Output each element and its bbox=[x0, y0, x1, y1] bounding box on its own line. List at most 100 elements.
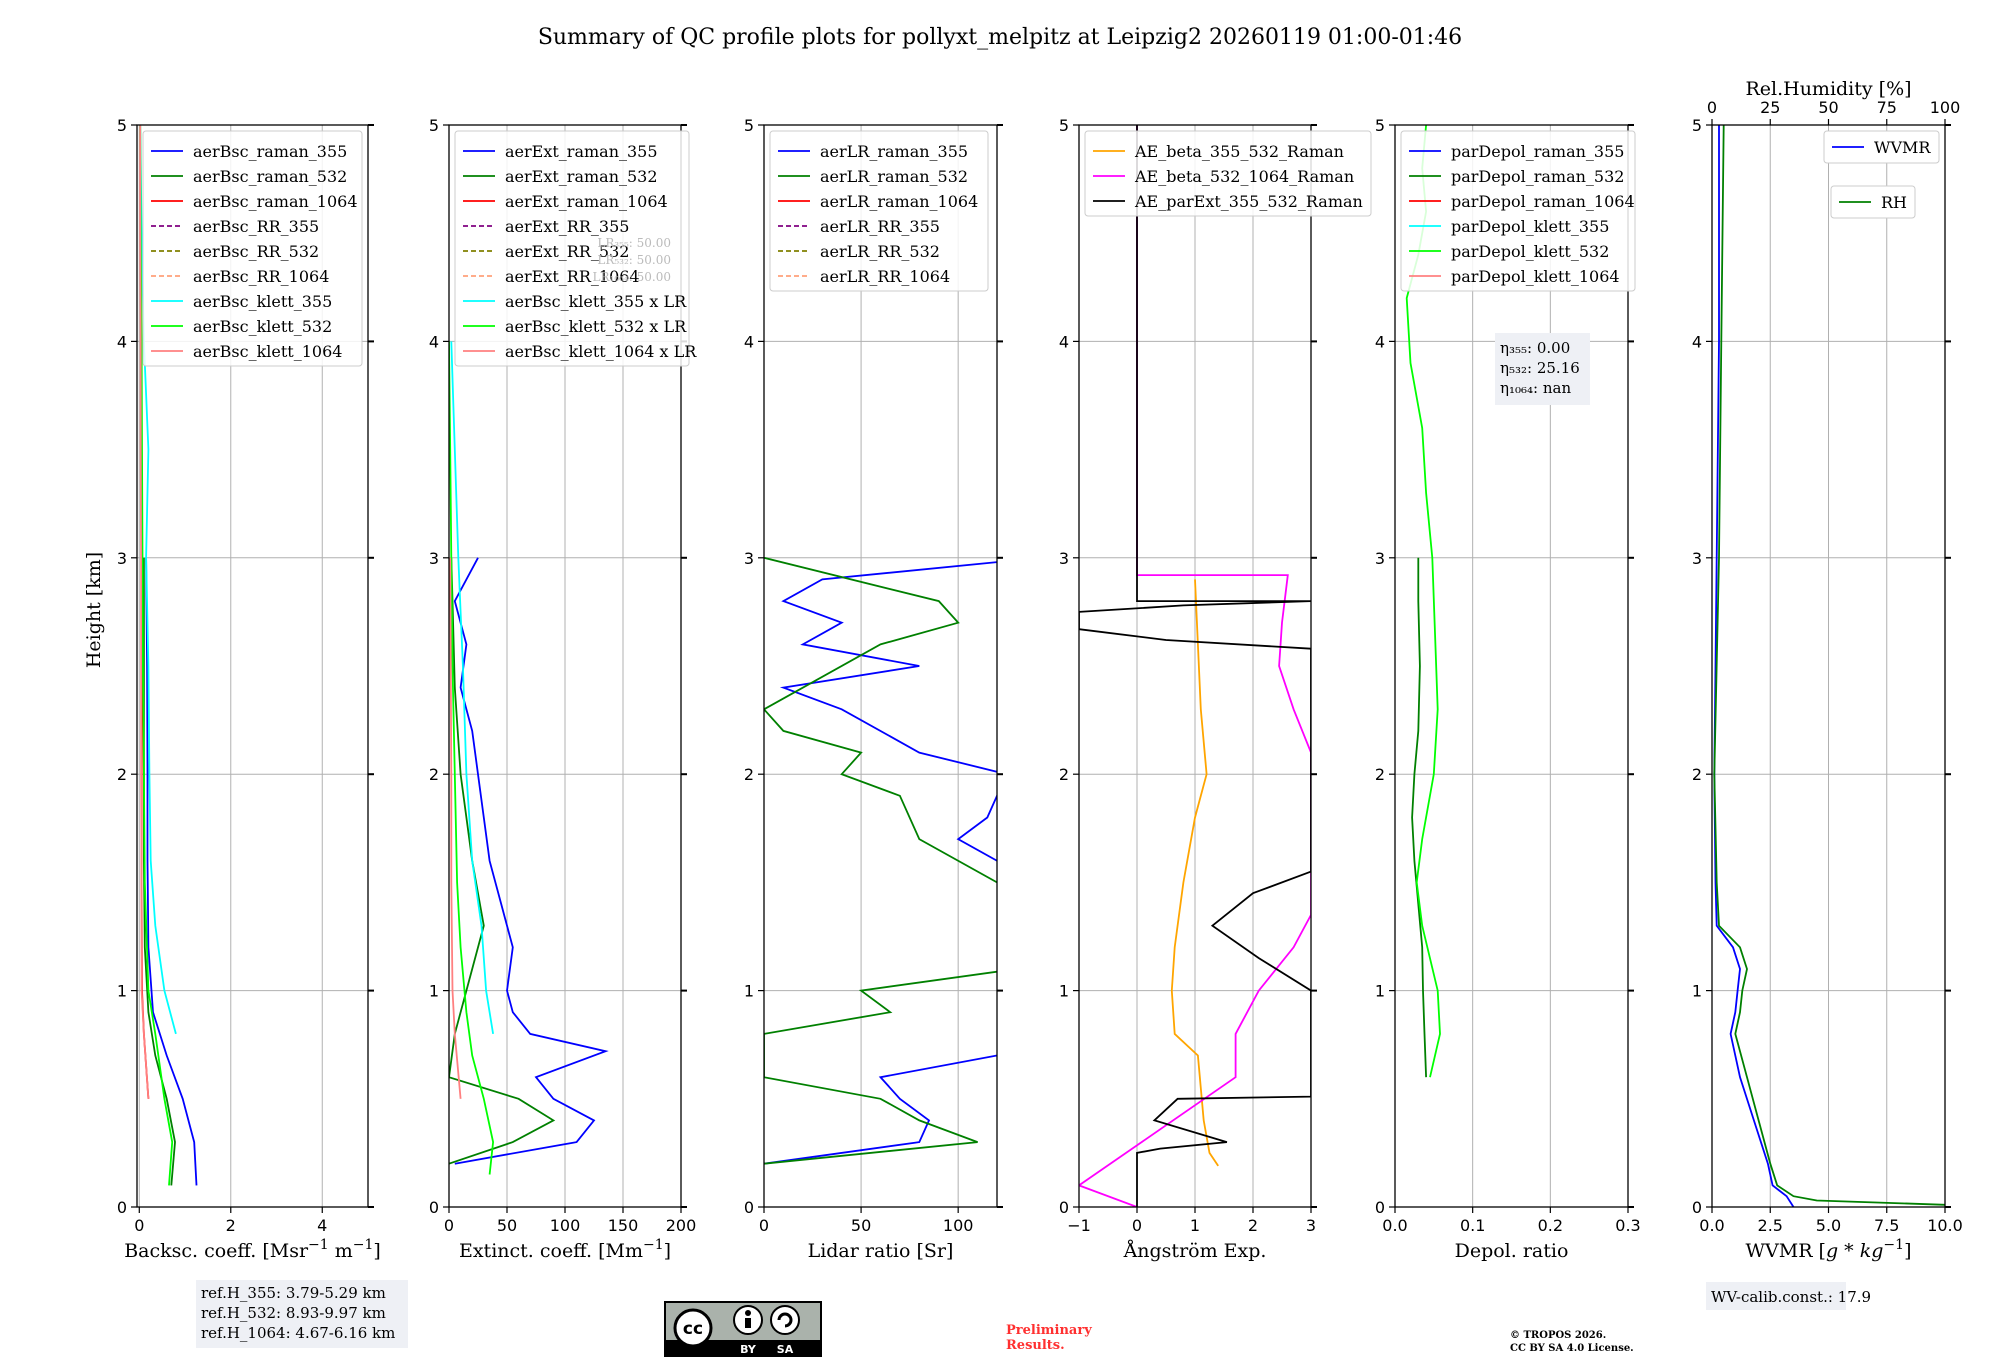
legend-label: aerExt_raman_532 bbox=[505, 167, 658, 186]
eta-box-bg bbox=[1495, 333, 1590, 405]
legend-label: aerExt_raman_1064 bbox=[505, 192, 668, 211]
legend-label: aerLR_raman_1064 bbox=[820, 192, 978, 211]
series-line-AE_parExt_355_532_Raman bbox=[1079, 125, 1311, 1207]
y-tick-label: 0 bbox=[744, 1198, 754, 1217]
x-tick-label: 0.0 bbox=[1699, 1216, 1724, 1235]
legend-label: parDepol_raman_1064 bbox=[1451, 192, 1635, 211]
panel-ext: 0 50 100 150 200 0 1 2 3 4 5 Extinct. coeff. [Mm−1]… bbox=[429, 116, 697, 1262]
y-tick-label: 3 bbox=[1059, 549, 1069, 568]
legend-label: aerExt_RR_532 bbox=[505, 242, 629, 261]
x-tick-label: 0.2 bbox=[1538, 1216, 1563, 1235]
x-axis-label-depol: Depol. ratio bbox=[1455, 1240, 1569, 1262]
legend-label: aerBsc_raman_1064 bbox=[193, 192, 358, 211]
legend-ext: aerExt_raman_355 aerExt_raman_532 aerExt_r… bbox=[454, 130, 697, 367]
x-tick-label: 7.5 bbox=[1874, 1216, 1899, 1235]
legend-label: aerLR_raman_355 bbox=[820, 142, 968, 161]
series-line-AE_beta_355_532_Raman bbox=[1170, 579, 1219, 1167]
series-group bbox=[449, 341, 609, 1175]
x-tick-label: 0.0 bbox=[1382, 1216, 1407, 1235]
y-tick-label: 5 bbox=[1059, 116, 1069, 135]
axes-frame bbox=[763, 124, 998, 1208]
legend-label: AE_parExt_355_532_Raman bbox=[1134, 192, 1363, 211]
legend-label: aerBsc_klett_355 bbox=[193, 292, 332, 311]
ref-height-355: ref.H_355: 3.79-5.29 km bbox=[201, 1284, 386, 1302]
x-tick-label: 2.5 bbox=[1758, 1216, 1783, 1235]
legend-bsc: aerBsc_raman_355 aerBsc_raman_532 aerBsc_r… bbox=[142, 130, 363, 367]
legend-box bbox=[769, 130, 989, 292]
lr-note: LR₁₀₆₄: 50.00 bbox=[593, 270, 671, 284]
top-x-tick-label: 25 bbox=[1760, 98, 1780, 117]
series-group bbox=[139, 125, 198, 1186]
y-tick-label: 0 bbox=[1692, 1198, 1702, 1217]
legend-label: AE_beta_355_532_Raman bbox=[1134, 142, 1344, 161]
x-tick-label: 3 bbox=[1306, 1216, 1316, 1235]
legend-label: aerLR_raman_532 bbox=[820, 167, 968, 186]
x-tick-label: 1 bbox=[1190, 1216, 1200, 1235]
x-tick-label: 0 bbox=[1132, 1216, 1142, 1235]
legend-label: parDepol_raman_532 bbox=[1451, 167, 1624, 186]
series-group bbox=[1079, 125, 1311, 1207]
legend-ae: AE_beta_355_532_Raman AE_beta_532_1064_Ra… bbox=[1084, 130, 1372, 217]
axes-frame bbox=[448, 124, 682, 1208]
legend-box bbox=[1400, 130, 1636, 292]
y-tick-label: 3 bbox=[1692, 549, 1702, 568]
preliminary-note-2: Results. bbox=[1006, 1338, 1065, 1353]
series-line-aerBsc_klett_355 x LR bbox=[450, 341, 494, 1035]
x-tick-label: 50 bbox=[497, 1216, 517, 1235]
x-tick-label: 10.0 bbox=[1927, 1216, 1963, 1235]
series-line-AE_beta_532_1064_Raman bbox=[1079, 125, 1311, 1207]
x-tick-label: 0.1 bbox=[1460, 1216, 1485, 1235]
wv-calib-box: WV-calib.const.: 17.9 bbox=[1706, 1282, 1871, 1310]
preliminary-note-1: Preliminary bbox=[1006, 1323, 1092, 1338]
y-tick-label: 1 bbox=[429, 982, 439, 1001]
y-axis-label: Height [km] bbox=[83, 552, 105, 668]
y-tick-label: 4 bbox=[1375, 332, 1385, 351]
x-axis-label-bsc: Backsc. coeff. [Msr−1 m−1] bbox=[124, 1237, 381, 1262]
legend-label: parDepol_klett_532 bbox=[1451, 242, 1609, 261]
x-axis-label-ext: Extinct. coeff. [Mm−1] bbox=[459, 1237, 671, 1262]
legend-label: RH bbox=[1881, 193, 1907, 212]
legend-label: aerBsc_klett_532 x LR bbox=[505, 317, 687, 336]
legend-label: aerExt_RR_355 bbox=[505, 217, 629, 236]
legend-label: aerBsc_klett_355 x LR bbox=[505, 292, 687, 311]
panel-lr: 0 50 100 0 1 2 3 4 5 Lidar ratio [Sr] aerLR_raman_… bbox=[744, 116, 1003, 1262]
y-tick-label: 1 bbox=[744, 982, 754, 1001]
cc-text: cc bbox=[683, 1319, 703, 1339]
x-tick-label: 0 bbox=[134, 1216, 144, 1235]
y-tick-label: 1 bbox=[1059, 982, 1069, 1001]
top-x-tick-label: 100 bbox=[1930, 98, 1961, 117]
cc-icon bbox=[673, 1308, 713, 1348]
x-tick-label: 0 bbox=[759, 1216, 769, 1235]
figure-title: Summary of QC profile plots for pollyxt_… bbox=[538, 25, 1462, 50]
series-line-aerBsc_klett_532 x LR bbox=[449, 341, 495, 1175]
x-tick-label: 2 bbox=[1248, 1216, 1258, 1235]
y-tick-label: 2 bbox=[1059, 765, 1069, 784]
legend-label: aerLR_RR_1064 bbox=[820, 267, 950, 286]
y-tick-label: 0 bbox=[117, 1198, 127, 1217]
eta-text: η₅₃₂: 25.16 bbox=[1500, 359, 1580, 377]
legend-label: aerBsc_RR_532 bbox=[193, 242, 319, 261]
y-tick-label: 2 bbox=[117, 765, 127, 784]
legend-label: parDepol_klett_355 bbox=[1451, 217, 1609, 236]
series-line-aerBsc_klett_1064 x LR bbox=[449, 557, 462, 1099]
x-tick-label: 0 bbox=[444, 1216, 454, 1235]
sa-label: SA bbox=[777, 1343, 794, 1356]
series-group bbox=[764, 556, 997, 1165]
top-x-tick-label: 50 bbox=[1818, 98, 1838, 117]
y-tick-label: 5 bbox=[1692, 116, 1702, 135]
x-tick-label: 150 bbox=[608, 1216, 639, 1235]
legend-label: parDepol_raman_355 bbox=[1451, 142, 1624, 161]
top-x-tick-label: 75 bbox=[1877, 98, 1897, 117]
x-axis-label-ae: Ångström Exp. bbox=[1123, 1240, 1267, 1262]
lr-note: LR₃₅₅: 50.00 bbox=[597, 236, 671, 250]
legend-label: aerLR_RR_532 bbox=[820, 242, 940, 261]
ref-height-532: ref.H_532: 8.93-9.97 km bbox=[201, 1304, 386, 1322]
y-tick-label: 2 bbox=[429, 765, 439, 784]
panel-depol: 0.0 0.1 0.2 0.3 0 1 2 3 4 5 Depol. ratio parDepol_r… bbox=[1375, 116, 1641, 1262]
x-tick-label: 4 bbox=[317, 1216, 327, 1235]
legend-label: aerBsc_RR_1064 bbox=[193, 267, 329, 286]
legend-label: aerBsc_raman_532 bbox=[193, 167, 347, 186]
y-tick-label: 3 bbox=[429, 549, 439, 568]
